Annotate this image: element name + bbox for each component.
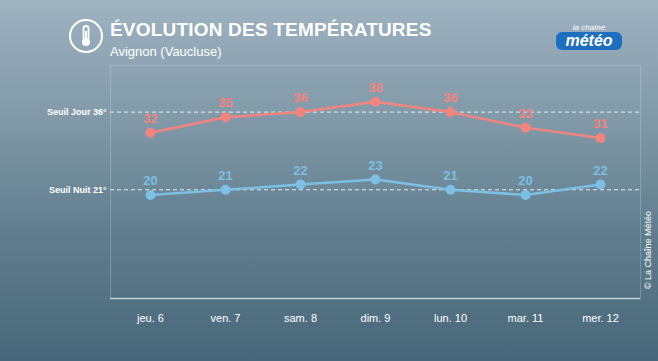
- html-text:la chaîne: la chaîne: [572, 23, 606, 32]
- svg-text:Seuil Nuit 21°: Seuil Nuit 21°: [49, 185, 107, 195]
- svg-text:20: 20: [143, 173, 157, 188]
- svg-text:36: 36: [293, 90, 307, 105]
- svg-text:21: 21: [218, 168, 232, 183]
- svg-text:32: 32: [143, 111, 157, 126]
- svg-text:33: 33: [518, 106, 532, 121]
- svg-text:23: 23: [368, 158, 382, 173]
- svg-text:22: 22: [593, 163, 607, 178]
- svg-text:35: 35: [218, 95, 232, 110]
- svg-text:mer. 12: mer. 12: [582, 312, 619, 324]
- svg-text:jeu. 6: jeu. 6: [136, 312, 164, 324]
- html-text:météo: météo: [565, 32, 613, 49]
- html-text:Avignon (Vaucluse): Avignon (Vaucluse): [110, 44, 222, 59]
- html-text:© La Chaîne Météo: © La Chaîne Météo: [643, 210, 653, 290]
- svg-text:dim. 9: dim. 9: [361, 312, 391, 324]
- svg-text:31: 31: [593, 116, 607, 131]
- svg-text:lun. 10: lun. 10: [434, 312, 467, 324]
- svg-text:mar. 11: mar. 11: [508, 312, 544, 324]
- svg-text:21: 21: [443, 168, 457, 183]
- svg-text:38: 38: [368, 80, 382, 95]
- svg-text:20: 20: [518, 173, 532, 188]
- svg-text:sam. 8: sam. 8: [284, 312, 317, 324]
- svg-text:22: 22: [293, 163, 307, 178]
- svg-text:ven. 7: ven. 7: [211, 312, 241, 324]
- svg-text:Seuil Jour 36°: Seuil Jour 36°: [47, 107, 107, 117]
- svg-text:36: 36: [443, 90, 457, 105]
- html-text:ÉVOLUTION DES TEMPÉRATURES: ÉVOLUTION DES TEMPÉRATURES: [110, 19, 432, 40]
